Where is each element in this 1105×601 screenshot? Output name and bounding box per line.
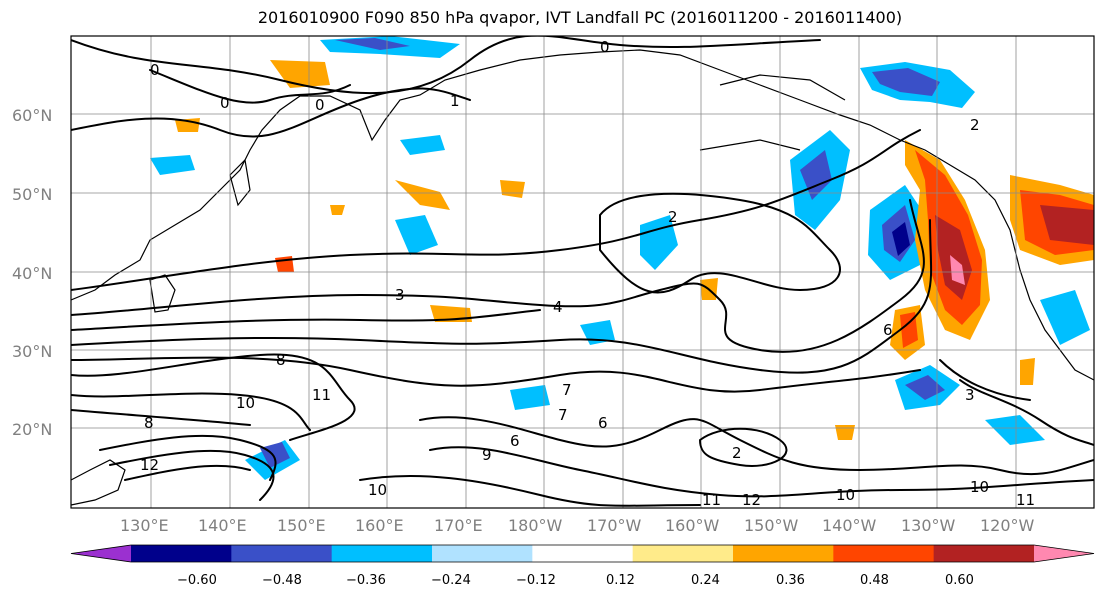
colorbar-extend-high (1034, 545, 1094, 562)
colorbar-labels: −0.60 −0.48 −0.36 −0.24 −0.12 0.12 0.24 … (177, 573, 974, 588)
colorbar-segment (231, 545, 333, 562)
colorbar-tick-label: −0.60 (177, 573, 217, 588)
lon-label: 130°W (901, 516, 956, 535)
lon-label: 140°E (198, 516, 247, 535)
contour-label: 10 (836, 486, 855, 504)
colorbar-tick-label: −0.48 (262, 573, 302, 588)
lon-label: 150°E (277, 516, 326, 535)
lon-label: 120°W (980, 516, 1035, 535)
contour-label: 11 (702, 491, 721, 509)
lon-label: 140°W (822, 516, 877, 535)
contour-label: 2 (970, 116, 980, 134)
contour-label: 11 (312, 386, 331, 404)
contour-labels: 0 0 0 0 1 2 2 3 4 6 6 7 7 8 8 9 10 10 10… (140, 38, 1035, 509)
contour-label: 8 (276, 351, 286, 369)
contour-label: 10 (368, 481, 387, 499)
lon-label: 170°W (587, 516, 642, 535)
contour-label: 3 (395, 286, 405, 304)
contour-label: 7 (558, 406, 568, 424)
contour-label: 2 (668, 208, 678, 226)
colorbar-tick-label: −0.36 (346, 573, 386, 588)
contour-label: 6 (510, 432, 520, 450)
graticule (71, 36, 1094, 508)
contour-label: 0 (150, 61, 160, 79)
colorbar-segment (532, 545, 634, 562)
colorbar-segment (833, 545, 935, 562)
lat-label-30n: 30°N (12, 342, 52, 361)
colorbar-tick-label: 0.48 (860, 573, 889, 588)
figure-title: 2016010900 F090 850 hPa qvapor, IVT Land… (257, 8, 903, 27)
contour-lines (71, 36, 1094, 507)
lon-label: 160°E (355, 516, 404, 535)
contour-label: 7 (562, 381, 572, 399)
lon-label: 130°E (120, 516, 169, 535)
contour-label: 10 (970, 478, 989, 496)
colorbar-outline (70, 544, 1095, 563)
colorbar-tick-label: −0.24 (431, 573, 471, 588)
contour-label: 12 (140, 456, 159, 474)
lat-label-50n: 50°N (12, 185, 52, 204)
lon-label: 180°W (508, 516, 563, 535)
lat-label-60n: 60°N (12, 106, 52, 125)
contour-label: 0 (315, 96, 325, 114)
contour-label: 3 (965, 386, 975, 404)
map-frame (70, 35, 1095, 509)
contour-label: 9 (482, 446, 492, 464)
colorbar (70, 544, 1095, 563)
latitude-labels: 60°N 50°N 40°N 30°N 20°N (12, 106, 52, 439)
colorbar-segment (733, 545, 834, 562)
colorbar-tick-label: 0.24 (691, 573, 720, 588)
colorbar-tick-label: 0.12 (606, 573, 635, 588)
longitude-labels: 130°E 140°E 150°E 160°E 170°E 180°W 170°… (120, 516, 1035, 535)
contour-label: 4 (553, 298, 563, 316)
lon-label: 170°E (434, 516, 483, 535)
contour-label: 0 (220, 94, 230, 112)
contour-label: 11 (1016, 491, 1035, 509)
contour-label: 6 (883, 321, 893, 339)
contour-label: 10 (236, 394, 255, 412)
coastlines (71, 49, 1094, 506)
contour-label: 1 (450, 92, 460, 110)
lon-label: 160°W (665, 516, 720, 535)
colorbar-extend-low (71, 545, 131, 562)
colorbar-tick-label: 0.60 (945, 573, 974, 588)
colorbar-segment (131, 545, 232, 562)
contour-label: 8 (144, 414, 154, 432)
colorbar-segment (933, 545, 1035, 562)
lon-label: 150°W (744, 516, 799, 535)
colorbar-segment (331, 545, 433, 562)
contour-label: 12 (742, 491, 761, 509)
lat-label-40n: 40°N (12, 264, 52, 283)
contour-label: 6 (598, 414, 608, 432)
anomaly-shading (150, 36, 1094, 480)
contour-label: 2 (732, 444, 742, 462)
colorbar-segment (632, 545, 734, 562)
colorbar-segment (432, 545, 533, 562)
colorbar-tick-label: 0.36 (776, 573, 805, 588)
lat-label-20n: 20°N (12, 420, 52, 439)
colorbar-tick-label: −0.12 (516, 573, 556, 588)
contour-label: 0 (600, 38, 610, 56)
